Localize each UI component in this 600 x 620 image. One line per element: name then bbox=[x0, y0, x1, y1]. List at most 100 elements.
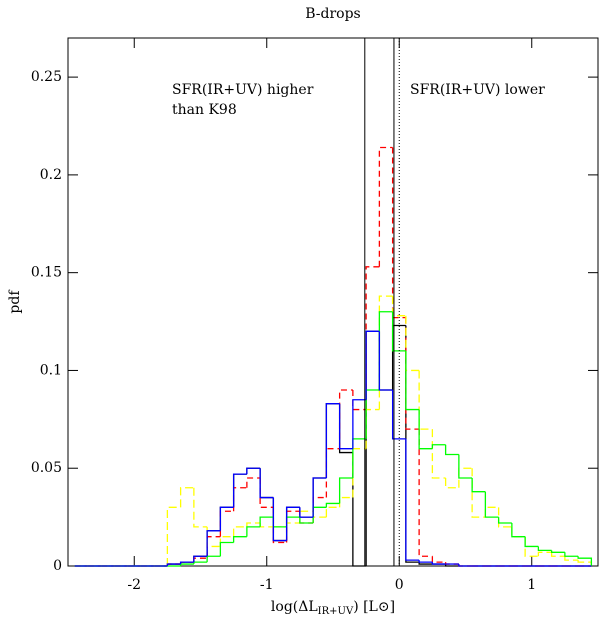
histogram-step bbox=[285, 516, 300, 527]
histogram-step bbox=[550, 552, 565, 557]
histogram-step bbox=[564, 552, 579, 557]
histogram-step bbox=[524, 536, 539, 548]
histogram-step bbox=[219, 510, 234, 537]
y-tick-label: 0.1 bbox=[40, 362, 62, 378]
histogram-step bbox=[405, 350, 420, 411]
histogram-step bbox=[325, 502, 340, 508]
x-tick-label: 1 bbox=[527, 577, 536, 593]
histogram-step bbox=[378, 295, 393, 410]
histogram-step bbox=[219, 541, 234, 557]
histogram-step bbox=[312, 511, 327, 518]
histogram-step bbox=[285, 522, 300, 527]
histogram-step bbox=[325, 448, 340, 498]
histogram-step bbox=[206, 536, 221, 559]
histogram-step bbox=[206, 530, 221, 557]
histogram-step bbox=[166, 506, 181, 566]
histogram-step bbox=[246, 477, 261, 488]
histogram-step bbox=[365, 330, 380, 400]
histogram-step bbox=[444, 444, 459, 456]
histogram-step bbox=[246, 467, 261, 475]
histogram-step bbox=[365, 330, 380, 566]
histogram-step bbox=[232, 473, 247, 508]
histogram-step bbox=[418, 370, 433, 430]
histogram-step bbox=[219, 536, 234, 547]
histogram-step bbox=[259, 516, 274, 527]
histogram-step bbox=[193, 561, 208, 565]
histogram-step bbox=[458, 454, 473, 479]
histogram-step bbox=[299, 517, 314, 524]
histogram-step bbox=[338, 496, 353, 508]
chart-title: B-drops bbox=[305, 6, 361, 22]
histogram-step bbox=[471, 468, 486, 518]
histogram-step bbox=[378, 146, 393, 267]
histogram-step bbox=[259, 478, 274, 508]
x-label-suffix: ) [L⊙] bbox=[353, 599, 395, 615]
histogram-step bbox=[259, 468, 274, 499]
histogram-step bbox=[564, 556, 579, 561]
histogram-step bbox=[206, 530, 221, 557]
histogram-step bbox=[246, 526, 261, 537]
histogram-step bbox=[511, 526, 526, 538]
histogram-step bbox=[285, 506, 300, 541]
histogram-step bbox=[352, 438, 367, 478]
histogram-step bbox=[418, 409, 433, 450]
plot-frame bbox=[67, 37, 599, 567]
histogram-step bbox=[338, 403, 353, 450]
x-tick-label: 0 bbox=[395, 577, 404, 593]
histogram-step bbox=[193, 487, 208, 528]
histogram-step bbox=[365, 408, 380, 449]
histogram-step bbox=[391, 390, 406, 440]
histogram-step bbox=[391, 311, 406, 352]
histogram-step bbox=[484, 491, 499, 518]
histogram-step bbox=[325, 403, 340, 478]
histogram-step bbox=[365, 266, 380, 410]
histogram-step bbox=[405, 438, 420, 561]
histogram-step bbox=[444, 564, 459, 567]
y-tick-label: 0.2 bbox=[40, 167, 62, 183]
histogram-step bbox=[458, 564, 473, 567]
y-tick-label: 0.15 bbox=[31, 265, 62, 281]
histogram-step bbox=[179, 487, 194, 508]
histogram-step bbox=[405, 317, 420, 430]
x-tick-label: -2 bbox=[127, 577, 141, 593]
histogram-step bbox=[378, 331, 393, 391]
histogram-step bbox=[259, 522, 274, 528]
histogram-step bbox=[232, 487, 247, 512]
histogram-step bbox=[352, 448, 367, 498]
histogram-step bbox=[338, 477, 353, 504]
histogram-step bbox=[325, 506, 340, 518]
x-tick-label: -1 bbox=[260, 577, 274, 593]
histogram-step bbox=[272, 497, 287, 542]
histogram-step bbox=[272, 517, 287, 528]
histogram-step bbox=[312, 506, 327, 523]
histogram-step bbox=[312, 496, 327, 523]
histogram-step bbox=[272, 507, 287, 544]
histogram-step bbox=[444, 478, 459, 489]
y-tick-label: 0.05 bbox=[31, 460, 62, 476]
histogram-step bbox=[299, 507, 314, 518]
x-axis-label: log(ΔLIR+UV) [L⊙] bbox=[271, 599, 395, 617]
annotation: SFR(IR+UV) higher bbox=[172, 82, 314, 98]
histogram-step bbox=[471, 478, 486, 493]
histogram-step bbox=[232, 526, 247, 537]
histogram-step bbox=[325, 403, 340, 478]
histogram-step bbox=[405, 325, 420, 563]
y-tick-label: 0.25 bbox=[31, 69, 62, 85]
histogram-step bbox=[219, 506, 234, 531]
histogram-step bbox=[497, 517, 512, 524]
histogram-step bbox=[193, 555, 208, 563]
histogram-step bbox=[577, 560, 593, 566]
histogram-step bbox=[431, 556, 446, 563]
annotation: SFR(IR+UV) lower bbox=[410, 82, 545, 98]
histogram-step bbox=[352, 452, 367, 567]
histogram-step bbox=[246, 522, 261, 527]
annotation: than K98 bbox=[172, 102, 237, 118]
histogram-step bbox=[577, 556, 593, 566]
histogram-step bbox=[312, 477, 327, 518]
histogram-step bbox=[259, 468, 274, 499]
histogram-step bbox=[285, 510, 300, 543]
histogram-step bbox=[497, 507, 512, 528]
histogram-step bbox=[431, 429, 446, 479]
histogram-step bbox=[338, 389, 353, 449]
